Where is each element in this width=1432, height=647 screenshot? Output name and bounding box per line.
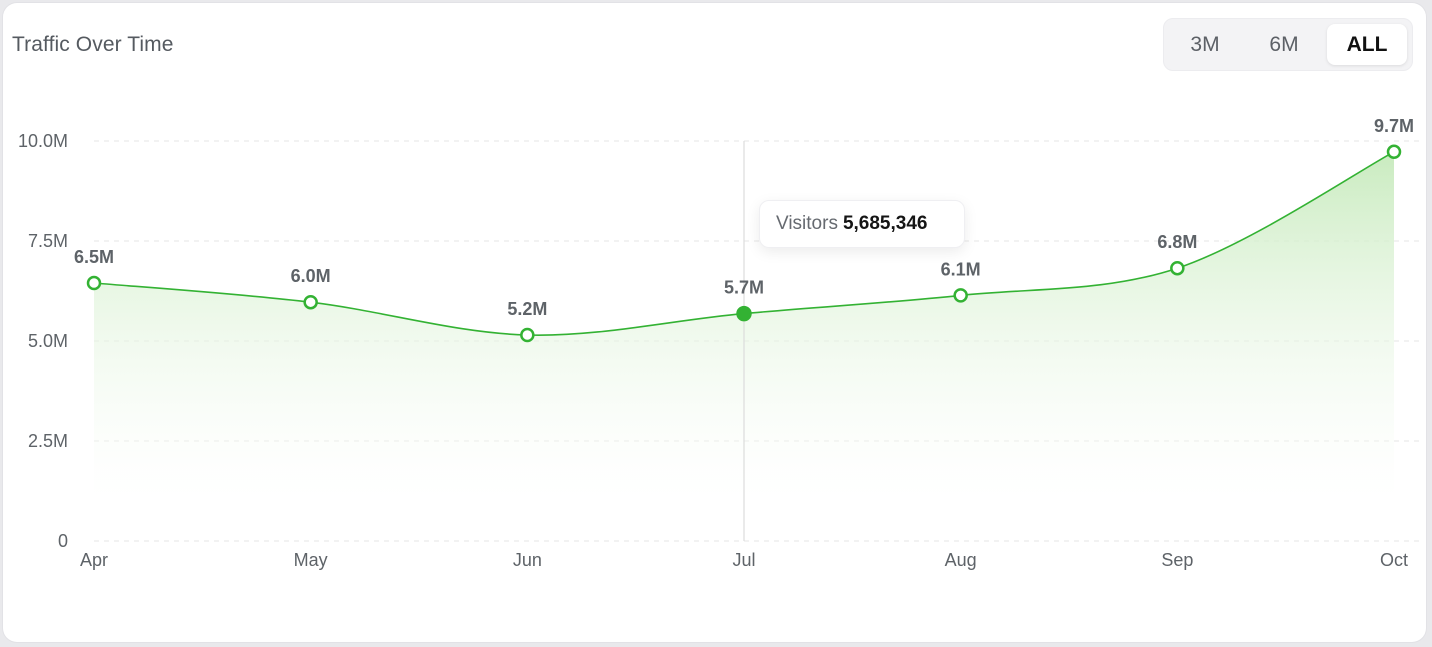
data-point — [520, 327, 535, 343]
tooltip-label: Visitors — [776, 213, 838, 234]
data-point — [953, 288, 968, 303]
tooltip-value: 5,685,346 — [842, 213, 928, 234]
data-label: 6.1M — [941, 259, 981, 279]
x-tick-label: May — [294, 550, 328, 570]
range-option-6m[interactable]: 6M — [1246, 24, 1322, 65]
data-label: 5.2M — [507, 299, 547, 319]
y-tick-label: 2.5M — [28, 431, 68, 451]
x-tick-label: Aug — [945, 550, 977, 570]
range-selector: 3M 6M ALL — [1163, 18, 1413, 71]
data-point — [86, 275, 102, 291]
range-option-3m[interactable]: 3M — [1167, 24, 1243, 65]
data-label: 6.5M — [74, 247, 114, 267]
highlighted-point — [736, 305, 752, 322]
data-label: 5.7M — [724, 278, 764, 298]
x-tick-label: Oct — [1380, 550, 1408, 570]
data-point — [303, 294, 318, 310]
data-label: 6.8M — [1157, 232, 1197, 252]
data-point — [1386, 144, 1402, 160]
data-label: 6.0M — [291, 266, 331, 286]
chart-title: Traffic Over Time — [12, 33, 174, 56]
x-tick-label: Jun — [513, 550, 542, 570]
x-tick-label: Apr — [80, 550, 108, 570]
y-tick-label: 7.5M — [28, 231, 68, 251]
data-point — [1170, 260, 1185, 276]
range-option-all[interactable]: ALL — [1327, 24, 1407, 65]
y-tick-label: 10.0M — [18, 131, 68, 151]
x-tick-label: Jul — [732, 550, 755, 570]
chart-tooltip: Visitors 5,685,346 — [759, 200, 965, 248]
data-label: 9.7M — [1374, 116, 1414, 136]
y-tick-label: 0 — [58, 531, 68, 551]
x-tick-label: Sep — [1161, 550, 1193, 570]
y-tick-label: 5.0M — [28, 331, 68, 351]
